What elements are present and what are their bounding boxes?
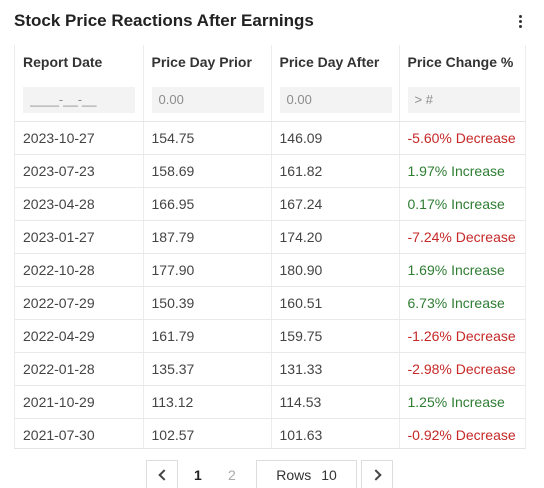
previous-page-button[interactable] [146,460,178,488]
price-day-prior-cell: 177.90 [142,253,271,287]
header-row: Report Date Price Day Prior Price Day Af… [15,45,525,79]
column-header-price-day-prior[interactable]: Price Day Prior [142,45,271,79]
rows-value: 10 [321,467,337,483]
price-day-after-cell: 174.20 [270,220,399,254]
price-change-cell: -0.92% Decrease [398,418,525,448]
column-header-price-change[interactable]: Price Change % [398,45,525,79]
price-day-after-cell: 159.75 [270,319,399,353]
rows-label: Rows [276,467,312,483]
table-row: 2023-04-28 166.95 167.24 0.17% Increase [15,187,525,221]
price-day-after-cell: 180.90 [270,253,399,287]
rows-per-page-select[interactable]: Rows 10 [256,460,357,488]
report-date-cell: 2023-04-28 [15,187,143,221]
price-change-cell: -5.60% Decrease [398,121,525,155]
earnings-table: Report Date Price Day Prior Price Day Af… [15,45,525,448]
price-change-filter-input[interactable] [407,86,520,113]
table-row: 2023-10-27 154.75 146.09 -5.60% Decrease [15,121,525,155]
kebab-menu-icon[interactable] [510,10,530,32]
price-change-cell: 1.25% Increase [398,385,525,419]
table-body: 2023-10-27 154.75 146.09 -5.60% Decrease 202… [15,121,525,448]
filter-row [15,79,525,122]
price-day-prior-cell: 113.12 [142,385,271,419]
page-1-button[interactable]: 1 [194,467,202,483]
table-row: 2022-04-29 161.79 159.75 -1.26% Decrease [15,319,525,353]
report-date-cell: 2022-10-28 [15,253,143,287]
price-day-prior-cell: 166.95 [142,187,271,221]
table-row: 2022-07-29 150.39 160.51 6.73% Increase [15,286,525,320]
price-change-cell: 1.97% Increase [398,154,525,188]
report-date-cell: 2023-07-23 [15,154,143,188]
report-date-cell: 2022-07-29 [15,286,143,320]
price-day-prior-cell: 135.37 [142,352,271,386]
price-day-after-cell: 161.82 [270,154,399,188]
column-header-price-day-after[interactable]: Price Day After [270,45,399,79]
pagination: 1 2 Rows 10 [0,458,544,488]
price-change-cell: -2.98% Decrease [398,352,525,386]
price-day-after-cell: 101.63 [270,418,399,448]
price-change-cell: 6.73% Increase [398,286,525,320]
price-day-prior-cell: 154.75 [142,121,271,155]
price-day-after-cell: 146.09 [270,121,399,155]
table-row: 2021-07-30 102.57 101.63 -0.92% Decrease [15,418,525,448]
chevron-left-icon [157,469,170,481]
earnings-table-container: Report Date Price Day Prior Price Day Af… [14,45,526,449]
report-date-cell: 2021-07-30 [15,418,143,448]
price-day-after-cell: 131.33 [270,352,399,386]
price-change-cell: 1.69% Increase [398,253,525,287]
price-day-prior-cell: 158.69 [142,154,271,188]
report-date-cell: 2022-04-29 [15,319,143,353]
date-filter-input[interactable] [23,86,135,113]
filter-cell-date [15,79,143,122]
price-change-cell: -7.24% Decrease [398,220,525,254]
table-row: 2023-07-23 158.69 161.82 1.97% Increase [15,154,525,188]
report-date-cell: 2023-01-27 [15,220,143,254]
price-change-cell: -1.26% Decrease [398,319,525,353]
price-change-cell: 0.17% Increase [398,187,525,221]
filter-cell-after [270,79,399,122]
price-day-after-cell: 160.51 [270,286,399,320]
widget-header: Stock Price Reactions After Earnings [0,0,544,42]
price-day-prior-cell: 150.39 [142,286,271,320]
filter-cell-prior [142,79,271,122]
price-day-prior-cell: 161.79 [142,319,271,353]
report-date-cell: 2022-01-28 [15,352,143,386]
price-day-after-cell: 114.53 [270,385,399,419]
table-row: 2022-01-28 135.37 131.33 -2.98% Decrease [15,352,525,386]
price-after-filter-input[interactable] [279,86,392,113]
price-day-prior-cell: 102.57 [142,418,271,448]
column-header-report-date[interactable]: Report Date [23,54,103,70]
price-day-after-cell: 167.24 [270,187,399,221]
table-row: 2022-10-28 177.90 180.90 1.69% Increase [15,253,525,287]
widget-title: Stock Price Reactions After Earnings [14,11,314,30]
chevron-right-icon [369,469,382,481]
next-page-button[interactable] [361,460,393,488]
price-day-prior-cell: 187.79 [142,220,271,254]
price-prior-filter-input[interactable] [151,86,264,113]
report-date-cell: 2021-10-29 [15,385,143,419]
report-date-cell: 2023-10-27 [15,121,143,155]
filter-cell-change [398,79,525,122]
page-2-button[interactable]: 2 [228,467,236,483]
table-row: 2021-10-29 113.12 114.53 1.25% Increase [15,385,525,419]
table-row: 2023-01-27 187.79 174.20 -7.24% Decrease [15,220,525,254]
